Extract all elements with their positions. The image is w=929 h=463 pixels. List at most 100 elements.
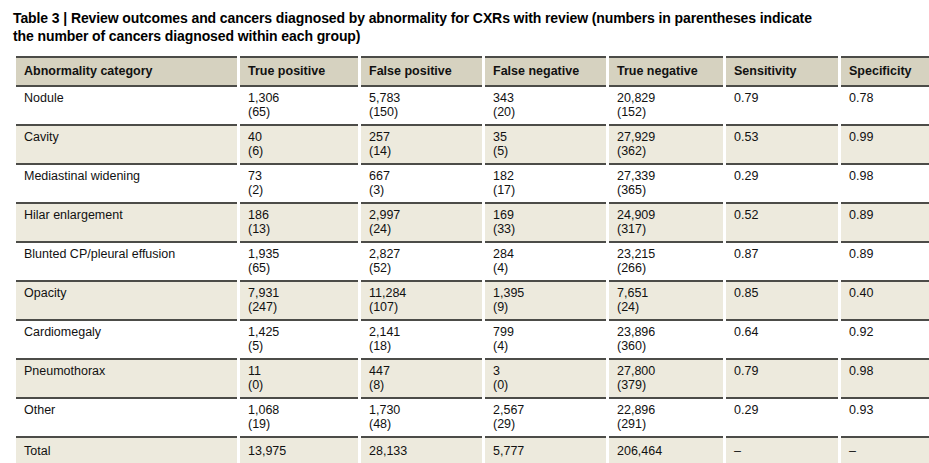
category-cell: Mediastinal widening [16, 163, 237, 202]
cell-specificity: 0.89 [841, 241, 929, 280]
cell-sensitivity: 0.29 [726, 163, 838, 202]
cell-value: 0.29 [734, 403, 830, 417]
cell-false-positive: 28,133 [361, 436, 482, 463]
cell-false-positive: 2,827(52) [361, 241, 482, 280]
cell-value: 257 [369, 130, 474, 144]
total-row: Total13,97528,1335,777206,464–– [16, 436, 929, 463]
header-row: Abnormality category True positive False… [16, 56, 929, 87]
cell-false-positive: 447(8) [361, 358, 482, 397]
cell-cancers-count: (266) [617, 261, 715, 275]
cell-value: 1,935 [248, 247, 350, 261]
cell-cancers-count: (152) [617, 105, 715, 119]
cell-cancers-count: (107) [369, 300, 474, 314]
cell-value: 22,896 [617, 403, 715, 417]
cell-value: 23,215 [617, 247, 715, 261]
cell-value: 7,931 [248, 286, 350, 300]
cell-value: 667 [369, 169, 474, 183]
cell-false-negative: 2,567(29) [485, 397, 606, 436]
cell-false-negative: 182(17) [485, 163, 606, 202]
paper-page: Table 3 | Review outcomes and cancers di… [0, 0, 929, 463]
cell-value: 206,464 [617, 444, 715, 458]
cell-value: 0.89 [849, 208, 929, 222]
outcomes-table: Abnormality category True positive False… [13, 56, 929, 463]
cell-cancers-count: (362) [617, 144, 715, 158]
cell-value: 40 [248, 130, 350, 144]
cell-value: 11,284 [369, 286, 474, 300]
cell-true-negative: 27,929(362) [609, 124, 723, 163]
cell-cancers-count: (14) [369, 144, 474, 158]
cell-cancers-count: (65) [248, 261, 350, 275]
cell-value: 0.79 [734, 91, 830, 105]
cell-value: 2,567 [493, 403, 598, 417]
cell-specificity: 0.92 [841, 319, 929, 358]
cell-cancers-count: (5) [493, 144, 598, 158]
cell-cancers-count: (317) [617, 222, 715, 236]
cell-value: 0.89 [849, 247, 929, 261]
cell-false-positive: 2,141(18) [361, 319, 482, 358]
cell-value: 0.52 [734, 208, 830, 222]
category-cell: Total [16, 436, 237, 463]
cell-value: 2,827 [369, 247, 474, 261]
table-row: Cardiomegaly1,425(5)2,141(18)799(4)23,89… [16, 319, 929, 358]
cell-cancers-count: (0) [248, 378, 350, 392]
table-row: Blunted CP/pleural effusion1,935(65)2,82… [16, 241, 929, 280]
cell-cancers-count: (6) [248, 144, 350, 158]
cell-cancers-count: (291) [617, 417, 715, 431]
cell-cancers-count: (9) [493, 300, 598, 314]
category-cell: Pneumothorax [16, 358, 237, 397]
cell-value: 0.92 [849, 325, 929, 339]
cell-sensitivity: 0.52 [726, 202, 838, 241]
cell-value: 0.99 [849, 130, 929, 144]
cell-true-negative: 23,215(266) [609, 241, 723, 280]
cell-specificity: 0.40 [841, 280, 929, 319]
cell-true-negative: 24,909(317) [609, 202, 723, 241]
cell-sensitivity: 0.79 [726, 87, 838, 124]
cell-value: 169 [493, 208, 598, 222]
cell-cancers-count: (8) [369, 378, 474, 392]
cell-sensitivity: 0.79 [726, 358, 838, 397]
table-row: Other1,068(19)1,730(48)2,567(29)22,896(2… [16, 397, 929, 436]
cell-true-positive: 1,306(65) [240, 87, 358, 124]
cell-specificity: – [841, 436, 929, 463]
table-title: Table 3 | Review outcomes and cancers di… [13, 9, 919, 45]
cell-false-negative: 169(33) [485, 202, 606, 241]
table-title-line1: Table 3 | Review outcomes and cancers di… [13, 10, 812, 26]
cell-cancers-count: (150) [369, 105, 474, 119]
cell-value: 28,133 [369, 444, 474, 458]
cell-true-negative: 206,464 [609, 436, 723, 463]
cell-sensitivity: 0.85 [726, 280, 838, 319]
table-row: Hilar enlargement186(13)2,997(24)169(33)… [16, 202, 929, 241]
category-cell: Other [16, 397, 237, 436]
cell-value: 24,909 [617, 208, 715, 222]
cell-specificity: 0.98 [841, 358, 929, 397]
cell-cancers-count: (65) [248, 105, 350, 119]
cell-value: 0.85 [734, 286, 830, 300]
cell-value: 284 [493, 247, 598, 261]
cell-value: 5,783 [369, 91, 474, 105]
cell-specificity: 0.93 [841, 397, 929, 436]
cell-value: 3 [493, 364, 598, 378]
cell-value: 73 [248, 169, 350, 183]
cell-cancers-count: (19) [248, 417, 350, 431]
cell-value: 0.87 [734, 247, 830, 261]
cell-true-positive: 73(2) [240, 163, 358, 202]
category-cell: Cavity [16, 124, 237, 163]
cell-cancers-count: (17) [493, 183, 598, 197]
cell-value: 186 [248, 208, 350, 222]
cell-true-negative: 7,651(24) [609, 280, 723, 319]
cell-false-negative: 284(4) [485, 241, 606, 280]
cell-cancers-count: (52) [369, 261, 474, 275]
cell-value: 447 [369, 364, 474, 378]
cell-value: 13,975 [248, 444, 350, 458]
cell-true-positive: 1,068(19) [240, 397, 358, 436]
cell-value: 0.40 [849, 286, 929, 300]
table-title-line2: the number of cancers diagnosed within e… [13, 28, 360, 44]
cell-value: – [734, 444, 830, 458]
cell-value: 0.79 [734, 364, 830, 378]
cell-value: 0.53 [734, 130, 830, 144]
category-cell: Cardiomegaly [16, 319, 237, 358]
category-cell: Nodule [16, 87, 237, 124]
cell-true-positive: 1,935(65) [240, 241, 358, 280]
cell-cancers-count: (24) [617, 300, 715, 314]
cell-cancers-count: (20) [493, 105, 598, 119]
